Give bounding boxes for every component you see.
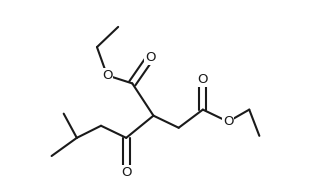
Text: O: O [223, 115, 233, 128]
Text: O: O [121, 166, 131, 179]
Text: O: O [145, 51, 156, 64]
Text: O: O [102, 69, 112, 82]
Text: O: O [197, 73, 208, 86]
